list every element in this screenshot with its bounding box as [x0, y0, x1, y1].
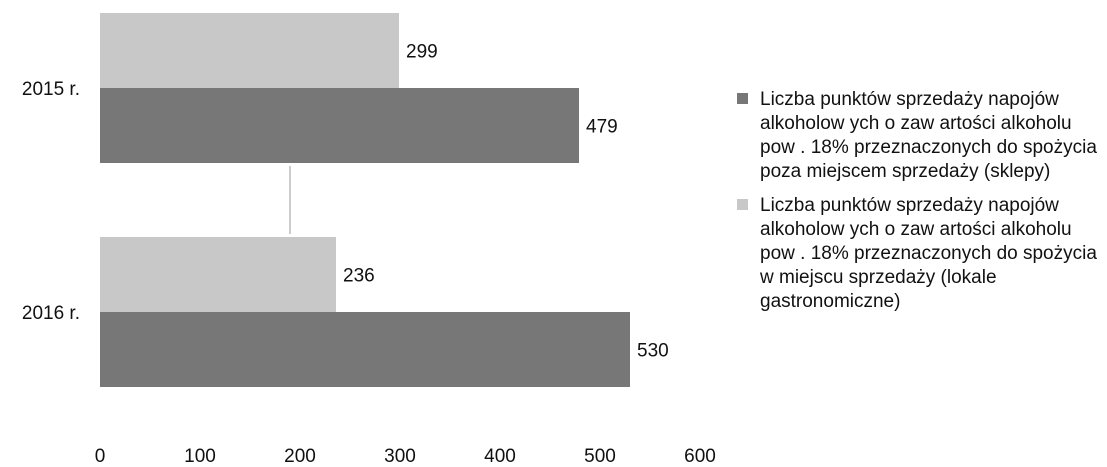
data-label-2015r-series-1: 479: [586, 117, 618, 138]
category-label-2015r: 2015 r.: [22, 79, 80, 100]
legend-label-lokale-gastronomiczne: Liczba punktów sprzedaży napojów alkohol…: [760, 195, 1097, 312]
x-tick-label-500: 500: [584, 446, 616, 467]
x-tick-label-300: 300: [384, 446, 416, 467]
legend-label-sklepy: Liczba punktów sprzedaży napojów alkohol…: [760, 89, 1097, 182]
x-tick-label-600: 600: [684, 446, 716, 467]
legend-swatch-lokale-gastronomiczne: [737, 199, 748, 210]
bar-2016r-series-1: [100, 312, 630, 387]
legend-swatch-sklepy: [737, 93, 748, 104]
x-tick-label-0: 0: [95, 446, 106, 467]
x-tick-label-100: 100: [184, 446, 216, 467]
data-label-2016r-series-1: 530: [637, 341, 669, 362]
legend-item-sklepy: Liczba punktów sprzedaży napojów alkohol…: [737, 88, 1105, 184]
data-label-2015r-series-0: 299: [406, 42, 438, 63]
bar-2015r-series-1: [100, 88, 579, 163]
bar-2016r-series-0: [100, 237, 336, 312]
data-label-2016r-series-0: 236: [343, 266, 375, 287]
category-label-2016r: 2016 r.: [22, 303, 80, 324]
legend-item-lokale-gastronomiczne: Liczba punktów sprzedaży napojów alkohol…: [737, 194, 1105, 314]
chart-legend: Liczba punktów sprzedaży napojów alkohol…: [737, 88, 1105, 324]
x-tick-label-200: 200: [284, 446, 316, 467]
bar-2015r-series-0: [100, 13, 399, 88]
x-tick-label-400: 400: [484, 446, 516, 467]
